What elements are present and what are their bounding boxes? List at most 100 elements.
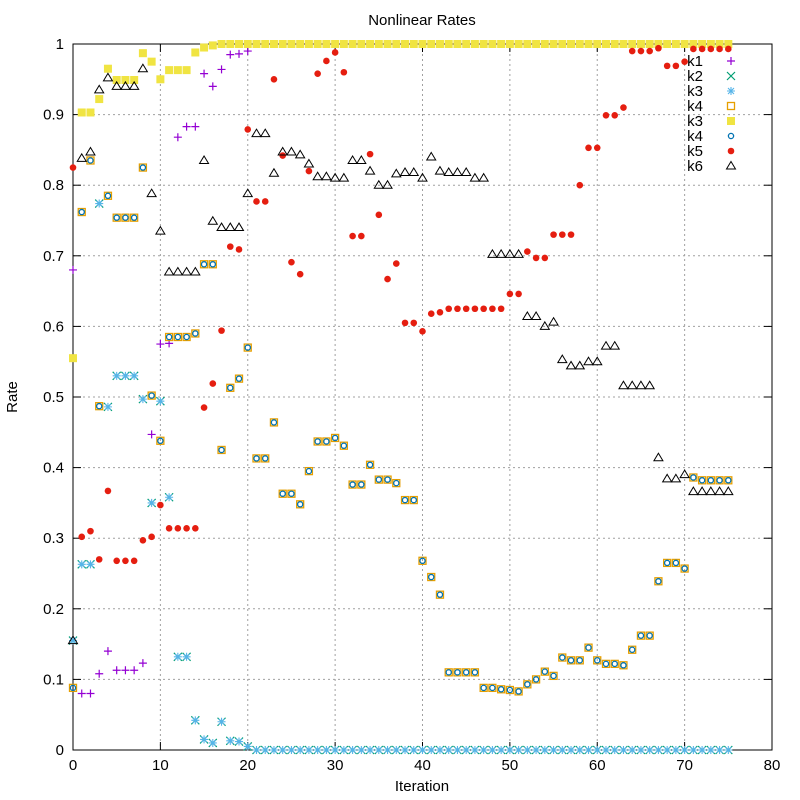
data-point: [121, 666, 130, 675]
data-point: [620, 104, 627, 111]
data-point: [95, 669, 104, 678]
data-point: [366, 40, 375, 48]
data-point: [243, 343, 252, 352]
data-point: [602, 112, 610, 119]
data-point: [514, 687, 523, 696]
data-point: [521, 311, 533, 321]
data-point: [87, 527, 94, 535]
data-point: [556, 354, 568, 364]
data-point: [330, 433, 340, 443]
data-point: [531, 675, 541, 684]
data-point: [619, 661, 628, 670]
data-point: [549, 40, 558, 48]
data-point: [401, 496, 409, 504]
data-point: [454, 305, 461, 313]
data-point: [680, 40, 689, 48]
data-point: [113, 557, 120, 565]
data-point: [120, 80, 131, 90]
data-point: [479, 40, 488, 48]
data-point: [349, 232, 356, 240]
data-point: [373, 179, 385, 189]
data-point: [130, 214, 138, 221]
data-point: [532, 746, 541, 754]
data-point: [565, 360, 577, 370]
y-tick-label: 0.7: [43, 248, 64, 265]
data-point: [410, 319, 418, 327]
data-point: [680, 746, 689, 754]
data-point: [296, 270, 304, 278]
series-k4-open-square: [68, 156, 733, 696]
data-point: [322, 437, 331, 446]
data-point: [147, 391, 156, 400]
data-point: [584, 643, 593, 652]
data-point: [172, 266, 184, 276]
data-point: [287, 40, 296, 48]
y-axis-title: Rate: [4, 381, 21, 413]
data-point: [138, 395, 147, 404]
data-point: [540, 746, 549, 754]
data-point: [305, 167, 313, 175]
data-point: [427, 40, 436, 48]
data-point: [217, 65, 226, 74]
y-tick-label: 0.5: [43, 389, 64, 406]
data-point: [374, 40, 383, 48]
data-point: [121, 371, 130, 380]
data-point: [200, 261, 208, 268]
legend-label: k4: [687, 98, 703, 115]
data-point: [139, 537, 147, 544]
data-point: [261, 198, 269, 205]
data-point: [690, 474, 697, 481]
data-point: [593, 144, 601, 152]
data-point: [358, 481, 365, 488]
data-point: [462, 669, 470, 676]
data-point: [435, 40, 444, 48]
data-point: [235, 375, 243, 382]
data-point: [288, 258, 295, 266]
data-point: [530, 311, 542, 321]
data-point: [707, 477, 715, 484]
data-point: [261, 40, 270, 48]
data-point: [671, 558, 681, 568]
data-point: [620, 662, 627, 669]
data-point: [549, 746, 558, 754]
data-point: [680, 564, 689, 573]
data-point: [495, 248, 507, 258]
data-point: [147, 430, 156, 439]
data-point: [147, 498, 156, 507]
data-point: [314, 438, 321, 445]
data-point: [165, 333, 173, 341]
data-point: [78, 208, 85, 216]
data-point: [583, 356, 594, 366]
data-point: [567, 657, 575, 664]
grid-lines: [73, 44, 772, 750]
data-point: [601, 40, 610, 48]
data-point: [121, 213, 130, 222]
data-point: [409, 40, 418, 48]
data-point: [594, 657, 601, 664]
data-point: [602, 660, 610, 668]
data-point: [409, 746, 418, 754]
data-point: [663, 40, 672, 48]
series-k6-open-triangle: [67, 63, 734, 645]
data-point: [584, 40, 593, 48]
data-point: [663, 746, 672, 754]
data-point: [453, 668, 462, 677]
data-point: [329, 172, 341, 182]
data-point: [304, 746, 313, 754]
data-point: [269, 418, 279, 427]
data-point: [112, 213, 121, 222]
data-point: [470, 668, 480, 677]
data-point: [200, 735, 209, 744]
data-point: [148, 392, 155, 399]
data-point: [548, 316, 559, 326]
data-point: [157, 437, 164, 445]
data-point: [654, 577, 663, 586]
legend-label: k6: [687, 158, 703, 175]
data-point: [593, 656, 602, 665]
series-k4-open-circle: [69, 157, 732, 695]
data-point: [355, 155, 367, 164]
data-point: [504, 248, 516, 258]
data-point: [268, 167, 280, 177]
data-point: [427, 572, 436, 582]
chart-title: Nonlinear Rates: [368, 12, 476, 29]
